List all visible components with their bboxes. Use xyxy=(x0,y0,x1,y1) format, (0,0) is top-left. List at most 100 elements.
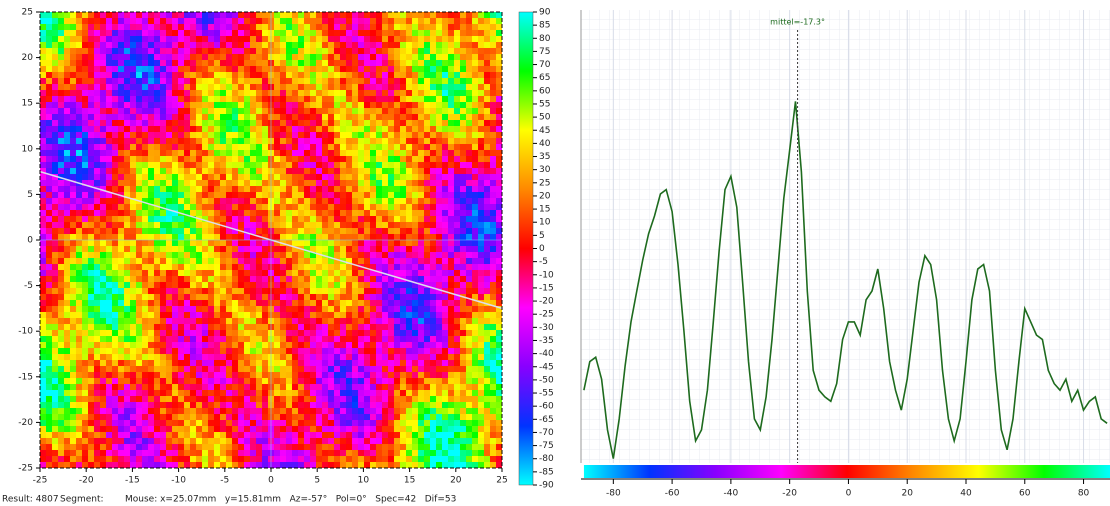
map-cell xyxy=(430,144,436,150)
map-cell xyxy=(376,360,382,366)
map-cell xyxy=(490,180,496,186)
map-cell xyxy=(352,318,358,324)
map-cell xyxy=(466,252,472,258)
map-cell xyxy=(130,336,136,342)
map-cell xyxy=(106,336,112,342)
map-cell xyxy=(58,126,64,132)
map-cell xyxy=(298,108,304,114)
map-cell xyxy=(262,372,268,378)
map-cell xyxy=(340,144,346,150)
map-cell xyxy=(196,150,202,156)
map-cell xyxy=(334,30,340,36)
map-cell xyxy=(172,42,178,48)
map-cell xyxy=(88,372,94,378)
map-cell xyxy=(370,348,376,354)
map-cell xyxy=(400,60,406,66)
map-cell xyxy=(400,126,406,132)
map-cell xyxy=(388,132,394,138)
map-cell xyxy=(328,42,334,48)
map-cell xyxy=(430,168,436,174)
map-cell xyxy=(442,282,448,288)
map-cell xyxy=(376,324,382,330)
map-cell xyxy=(184,330,190,336)
map-cell xyxy=(382,204,388,210)
map-cell xyxy=(490,168,496,174)
map-cell xyxy=(106,312,112,318)
map-cell xyxy=(406,66,412,72)
map-cell xyxy=(232,60,238,66)
map-cell xyxy=(274,108,280,114)
map-cell xyxy=(40,318,46,324)
map-cell xyxy=(262,36,268,42)
map-cell xyxy=(490,228,496,234)
map-cell xyxy=(112,132,118,138)
map-cell xyxy=(214,192,220,198)
map-cell xyxy=(88,294,94,300)
map-cell xyxy=(178,252,184,258)
map-cell xyxy=(310,378,316,384)
map-cell xyxy=(184,198,190,204)
map-cell xyxy=(106,228,112,234)
map-cell xyxy=(46,18,52,24)
map-cell xyxy=(70,270,76,276)
map-cell xyxy=(202,348,208,354)
map-cell xyxy=(208,294,214,300)
map-cell xyxy=(334,246,340,252)
map-cell xyxy=(274,180,280,186)
map-cell xyxy=(220,192,226,198)
map-cell xyxy=(352,336,358,342)
map-cell xyxy=(82,192,88,198)
map-cell xyxy=(76,270,82,276)
map-cell xyxy=(298,282,304,288)
map-cell xyxy=(478,108,484,114)
map-cell xyxy=(286,126,292,132)
map-cell xyxy=(256,390,262,396)
map-cell xyxy=(316,336,322,342)
map-cell xyxy=(352,258,358,264)
map-cell xyxy=(82,78,88,84)
map-cell xyxy=(460,276,466,282)
map-cell xyxy=(136,306,142,312)
map-cell xyxy=(190,108,196,114)
map-cell xyxy=(58,390,64,396)
map-cell xyxy=(328,264,334,270)
map-cell xyxy=(496,168,502,174)
map-cell xyxy=(238,108,244,114)
map-cell xyxy=(406,174,412,180)
map-cell xyxy=(370,276,376,282)
map-cell xyxy=(436,60,442,66)
map-cell xyxy=(232,264,238,270)
map-cell xyxy=(322,96,328,102)
map-cell xyxy=(274,276,280,282)
map-cell xyxy=(244,276,250,282)
map-cell xyxy=(238,126,244,132)
map-cell xyxy=(250,306,256,312)
map-cell xyxy=(394,108,400,114)
map-cell xyxy=(454,252,460,258)
map-cell xyxy=(148,234,154,240)
map-cell xyxy=(58,36,64,42)
map-cell xyxy=(460,258,466,264)
map-cell xyxy=(418,390,424,396)
map-cell xyxy=(100,90,106,96)
map-cell xyxy=(346,204,352,210)
map-cell xyxy=(448,258,454,264)
map-cell xyxy=(40,210,46,216)
map-cell xyxy=(490,42,496,48)
map-cell xyxy=(334,240,340,246)
map-cell xyxy=(418,252,424,258)
map-cell xyxy=(88,330,94,336)
map-cell xyxy=(358,300,364,306)
map-cell xyxy=(346,192,352,198)
map-cell xyxy=(190,276,196,282)
map-cell xyxy=(406,318,412,324)
map-cell xyxy=(322,54,328,60)
map-cell xyxy=(100,132,106,138)
map-cell xyxy=(466,72,472,78)
map-cell xyxy=(52,54,58,60)
map-cell xyxy=(418,120,424,126)
map-cell xyxy=(298,78,304,84)
map-cell xyxy=(130,228,136,234)
map-cell xyxy=(394,330,400,336)
map-cell xyxy=(124,390,130,396)
